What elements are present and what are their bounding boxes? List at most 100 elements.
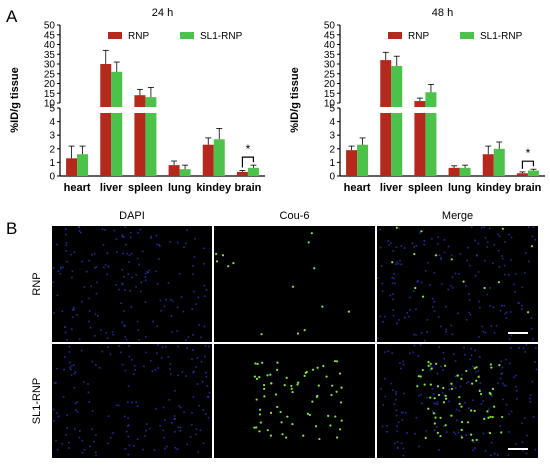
- dapi-nucleus: [477, 271, 480, 273]
- dapi-nucleus: [443, 425, 445, 428]
- legend-label: RNP: [128, 31, 149, 42]
- dapi-nucleus: [66, 427, 68, 429]
- dapi-nucleus: [154, 369, 157, 371]
- cou6-signal: [269, 373, 272, 376]
- dapi-nucleus: [106, 337, 109, 340]
- column-label: Merge: [442, 210, 473, 222]
- dapi-nucleus: [140, 281, 143, 284]
- dapi-nucleus: [527, 260, 530, 263]
- dapi-nucleus: [433, 272, 436, 274]
- dapi-nucleus: [397, 421, 400, 424]
- cou6-signal: [280, 421, 283, 424]
- dapi-nucleus: [450, 284, 452, 287]
- dapi-nucleus: [127, 401, 129, 403]
- dapi-nucleus: [193, 256, 196, 258]
- cou6-signal: [269, 411, 273, 414]
- dapi-nucleus: [472, 365, 474, 368]
- dapi-nucleus: [392, 389, 394, 391]
- dapi-nucleus: [406, 432, 408, 434]
- cou6-signal: [473, 367, 476, 370]
- dapi-nucleus: [516, 389, 518, 392]
- cou6-signal: [261, 361, 264, 364]
- bar-break-gap: [99, 107, 112, 113]
- cou6-signal: [460, 405, 463, 408]
- bar: [66, 158, 78, 176]
- dapi-nucleus: [64, 228, 67, 230]
- bar: [357, 144, 369, 176]
- cou6-signal: [270, 382, 273, 385]
- cou6-signal: [493, 405, 496, 408]
- dapi-nucleus: [492, 262, 494, 265]
- dapi-nucleus: [191, 412, 193, 414]
- column-label: DAPI: [119, 210, 145, 222]
- dapi-nucleus: [74, 371, 77, 373]
- cou6-signal: [475, 379, 478, 382]
- dapi-nucleus: [74, 402, 77, 405]
- cou6-signal: [462, 280, 465, 283]
- dapi-nucleus: [507, 274, 510, 276]
- dapi-nucleus: [203, 325, 206, 328]
- cou6-signal: [215, 252, 218, 256]
- dapi-nucleus: [65, 433, 67, 436]
- dapi-nucleus: [492, 306, 494, 309]
- dapi-nucleus: [521, 304, 523, 307]
- dapi-nucleus: [478, 300, 480, 303]
- dapi-nucleus: [490, 325, 493, 328]
- dapi-nucleus: [126, 252, 128, 255]
- cou6-signal: [430, 367, 433, 370]
- dapi-nucleus: [96, 281, 98, 284]
- dapi-nucleus: [524, 351, 526, 353]
- dapi-nucleus: [453, 353, 455, 355]
- dapi-nucleus: [204, 413, 207, 415]
- micrograph-image: [214, 344, 375, 458]
- dapi-nucleus: [158, 244, 160, 246]
- dapi-nucleus: [438, 254, 441, 257]
- dapi-nucleus: [415, 308, 417, 310]
- dapi-nucleus: [475, 371, 477, 373]
- dapi-nucleus: [513, 283, 515, 286]
- dapi-nucleus: [207, 416, 210, 419]
- dapi-nucleus: [517, 301, 519, 304]
- dapi-nucleus: [186, 443, 188, 446]
- bar: [493, 148, 505, 176]
- cou6-signal: [439, 434, 442, 438]
- dapi-nucleus: [518, 347, 521, 349]
- dapi-nucleus: [162, 406, 165, 409]
- dapi-nucleus: [478, 336, 480, 338]
- y-tick-label: 10: [324, 99, 336, 110]
- dapi-nucleus: [434, 412, 437, 415]
- cou6-signal: [263, 387, 266, 390]
- dapi-nucleus: [450, 324, 452, 327]
- dapi-nucleus: [194, 237, 196, 240]
- dapi-nucleus: [509, 362, 511, 365]
- dapi-nucleus: [68, 447, 70, 449]
- dapi-nucleus: [423, 339, 426, 342]
- dapi-nucleus: [418, 445, 420, 448]
- dapi-nucleus: [505, 317, 508, 320]
- x-tick-label: brain: [514, 182, 541, 194]
- dapi-nucleus: [497, 233, 499, 236]
- dapi-nucleus: [89, 326, 92, 329]
- dapi-nucleus: [399, 362, 401, 364]
- dapi-nucleus: [121, 269, 124, 271]
- dapi-nucleus: [426, 331, 429, 333]
- dapi-nucleus: [177, 374, 180, 377]
- cou6-signal: [310, 232, 313, 235]
- cou6-signal: [477, 375, 480, 379]
- dapi-nucleus: [169, 368, 171, 371]
- dapi-nucleus: [64, 356, 66, 358]
- dapi-nucleus: [429, 284, 431, 286]
- cou6-signal: [290, 387, 293, 390]
- dapi-nucleus: [57, 415, 60, 418]
- bar-break-gap: [413, 107, 426, 113]
- cou6-signal: [473, 409, 476, 413]
- dapi-nucleus: [478, 388, 481, 391]
- cou6-signal: [501, 415, 504, 419]
- cou6-signal: [471, 382, 474, 385]
- dapi-nucleus: [78, 230, 81, 232]
- cou6-signal: [526, 311, 530, 314]
- dapi-nucleus: [73, 372, 76, 375]
- y-tick-label: 40: [324, 40, 336, 51]
- dapi-nucleus: [179, 426, 182, 429]
- dapi-nucleus: [394, 282, 396, 285]
